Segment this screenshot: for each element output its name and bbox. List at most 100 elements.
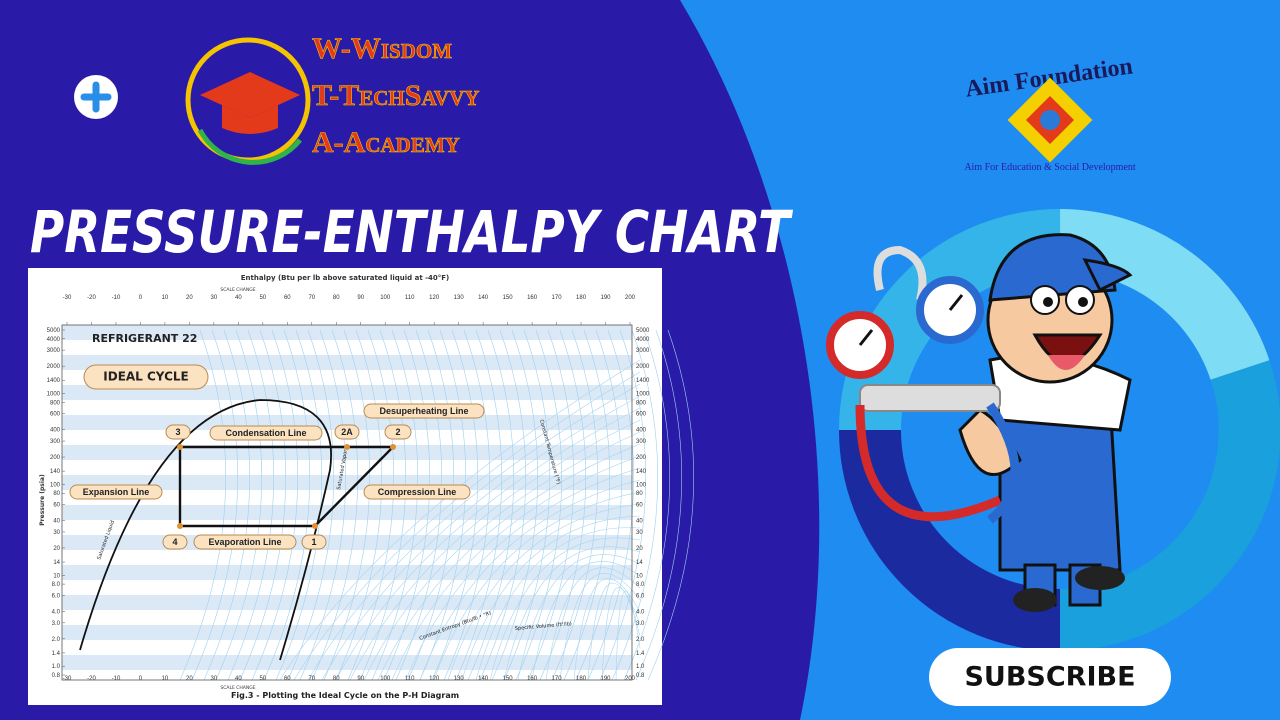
- property-curve: [503, 546, 641, 681]
- pressure-tick: 400: [636, 428, 647, 434]
- enthalpy-tick: 200: [625, 295, 636, 301]
- property-curve: [479, 329, 526, 681]
- title: PRESSURE-ENTHALPY CHART: [30, 198, 794, 266]
- pressure-tick: 1.0: [636, 664, 645, 670]
- pressure-tick: 140: [636, 469, 647, 475]
- pressure-tick: 20: [636, 546, 643, 552]
- property-curve: [573, 578, 641, 681]
- stripe: [62, 595, 632, 610]
- property-curve: [321, 395, 641, 681]
- pressure-tick: 20: [53, 546, 60, 552]
- enthalpy-tick: 100: [380, 676, 391, 682]
- cycle-point: [390, 444, 396, 450]
- pressure-tick: 4.0: [52, 609, 61, 615]
- enthalpy-tick: 60: [284, 676, 291, 682]
- pressure-tick: 4.0: [636, 609, 645, 615]
- line-label-box: [363, 484, 471, 500]
- enthalpy-tick: 110: [405, 295, 415, 301]
- property-curve: [263, 329, 310, 681]
- pressure-tick: 300: [636, 439, 647, 445]
- enthalpy-tick: 10: [162, 676, 169, 682]
- property-curve: [419, 479, 641, 681]
- pressure-tick: 600: [50, 412, 61, 418]
- enthalpy-tick: -10: [112, 295, 121, 301]
- point-label: 3: [175, 427, 180, 437]
- stripe: [62, 355, 632, 370]
- pressure-tick: 80: [636, 491, 643, 497]
- property-curve: [179, 329, 226, 681]
- point-label-box: [162, 534, 188, 550]
- property-curve: [611, 329, 658, 681]
- enthalpy-tick: 130: [454, 295, 465, 301]
- enthalpy-tick: 140: [478, 676, 489, 682]
- point-label: 2: [395, 427, 400, 437]
- pressure-tick: 1.4: [636, 651, 645, 657]
- enthalpy-tick: 180: [576, 295, 587, 301]
- pressure-tick: 5000: [47, 328, 61, 334]
- subscribe-button[interactable]: [929, 648, 1171, 706]
- property-curve: [405, 467, 641, 681]
- property-curve: [461, 515, 641, 681]
- property-curve: [647, 329, 694, 681]
- property-curve: [635, 329, 682, 681]
- property-curve: [359, 329, 406, 681]
- pressure-tick: 3000: [47, 348, 61, 354]
- logo-line: A-Academy: [312, 126, 460, 159]
- property-curve: [539, 329, 586, 681]
- property-curve: [491, 329, 538, 681]
- point-label: 2A: [341, 427, 353, 437]
- stripe: [62, 415, 632, 430]
- property-curve: [335, 407, 641, 681]
- property-curve: [623, 329, 670, 681]
- pressure-tick: 3000: [636, 348, 650, 354]
- aim-tagline: Aim For Education & Social Development: [964, 162, 1136, 173]
- enthalpy-tick: 160: [527, 676, 538, 682]
- property-curve: [599, 329, 646, 681]
- enthalpy-tick: 60: [284, 295, 291, 301]
- pressure-tick: 400: [50, 428, 61, 434]
- pressure-tick: 4000: [636, 337, 650, 343]
- cycle-point: [312, 523, 318, 529]
- cycle-label: IDEAL CYCLE: [103, 370, 188, 384]
- axis-title: Enthalpy (Btu per lb above saturated liq…: [241, 274, 450, 282]
- curve-label: Specific Volume (ft³/lb): [515, 621, 572, 632]
- property-curve: [395, 329, 442, 681]
- enthalpy-tick: 200: [625, 676, 636, 682]
- pressure-tick: 14: [53, 560, 60, 566]
- cycle-box: [83, 364, 209, 390]
- property-curve: [203, 329, 250, 681]
- property-curve: [447, 503, 641, 681]
- property-curve: [489, 537, 641, 681]
- property-curve: [563, 329, 610, 681]
- enthalpy-tick: 20: [186, 676, 193, 682]
- pressure-tick: 8.0: [636, 582, 645, 588]
- logo-line: T-TechSavvy: [312, 79, 479, 112]
- enthalpy-tick: -10: [112, 676, 121, 682]
- pressure-tick: 3.0: [52, 621, 61, 627]
- pressure-tick: 800: [50, 400, 61, 406]
- subscribe-label[interactable]: SUBSCRIBE: [964, 662, 1135, 693]
- pressure-tick: 3.0: [636, 621, 645, 627]
- enthalpy-tick: 150: [503, 676, 514, 682]
- enthalpy-tick: 30: [211, 676, 218, 682]
- refrigerant: REFRIGERANT 22: [92, 332, 197, 345]
- property-curve: [227, 329, 274, 681]
- caption: Fig.3 - Plotting the Ideal Cycle on the …: [231, 691, 459, 700]
- pressure-tick: 5000: [636, 328, 650, 334]
- pressure-tick: 14: [636, 560, 643, 566]
- pressure-tick: 40: [53, 519, 60, 525]
- property-curve: [239, 329, 286, 681]
- pressure-tick: 600: [636, 412, 647, 418]
- enthalpy-tick: 190: [601, 295, 612, 301]
- property-curve: [347, 329, 394, 681]
- enthalpy-tick: -30: [63, 676, 72, 682]
- mechanic: [826, 233, 1133, 612]
- line-label: Compression Line: [378, 487, 457, 497]
- stripe: [62, 385, 632, 400]
- pressure-tick: 0.8: [52, 673, 61, 679]
- pressure-tick: 2000: [47, 364, 61, 370]
- scale-change: SCALE CHANGE: [220, 685, 255, 691]
- cycle-point: [344, 444, 350, 450]
- enthalpy-tick: 130: [454, 676, 465, 682]
- enthalpy-tick: 80: [333, 676, 340, 682]
